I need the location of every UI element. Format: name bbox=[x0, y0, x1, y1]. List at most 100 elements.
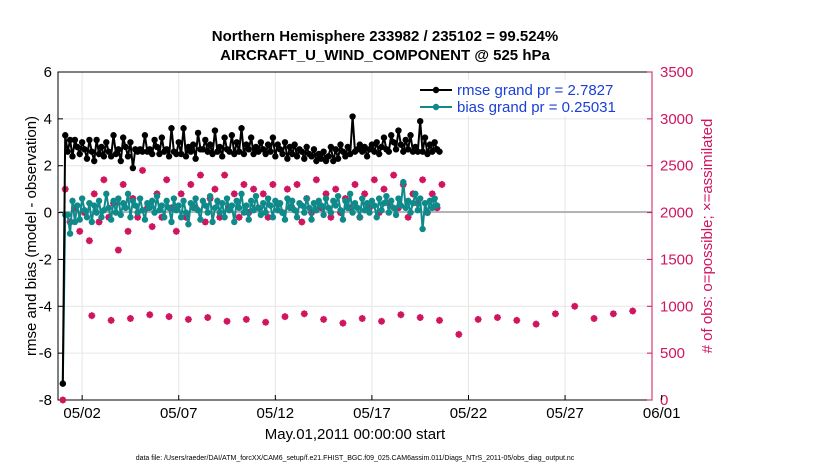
rmse-point bbox=[163, 146, 170, 153]
rmse-point bbox=[264, 141, 272, 148]
obs-possible-point-low bbox=[436, 316, 444, 324]
bias-point bbox=[245, 216, 252, 223]
rmse-point bbox=[317, 155, 325, 162]
bias-point bbox=[218, 200, 226, 207]
rmse-point bbox=[301, 155, 308, 162]
bias-point bbox=[95, 197, 103, 205]
rmse-point bbox=[250, 150, 257, 158]
y-axis-label: rmse and bias (model - observation) bbox=[23, 116, 40, 356]
bias-point bbox=[366, 209, 373, 216]
bias-point bbox=[151, 209, 158, 216]
obs-marker-ring bbox=[148, 223, 156, 230]
obs-marker-ring bbox=[250, 185, 257, 193]
obs-marker-ring bbox=[59, 396, 67, 404]
rmse-point bbox=[71, 136, 79, 144]
bias-point bbox=[409, 200, 417, 207]
bias-point bbox=[317, 202, 325, 209]
rmse-point bbox=[407, 132, 414, 139]
obs-marker-ring bbox=[173, 228, 180, 235]
rmse-point bbox=[216, 143, 223, 151]
y-right-tick-label: 0 bbox=[660, 392, 668, 409]
rmse-point bbox=[107, 153, 115, 160]
bias-point bbox=[404, 197, 412, 205]
rmse-point bbox=[395, 127, 402, 134]
bias-point bbox=[223, 195, 231, 202]
rmse-point bbox=[81, 146, 88, 153]
rmse-point bbox=[228, 132, 236, 139]
bias-point bbox=[298, 202, 306, 209]
rmse-point bbox=[156, 150, 163, 158]
rmse-point bbox=[129, 164, 137, 172]
bias-point bbox=[66, 230, 74, 237]
rmse-point bbox=[330, 157, 337, 165]
legend-bias-marker bbox=[432, 103, 440, 111]
bias-point bbox=[209, 218, 216, 226]
obs-marker-ring bbox=[240, 181, 248, 188]
obs-possible-point bbox=[85, 237, 93, 245]
rmse-point bbox=[119, 134, 127, 141]
rmse-point bbox=[349, 113, 356, 120]
rmse-point bbox=[76, 150, 83, 158]
bias-point bbox=[250, 207, 257, 214]
bias-point bbox=[363, 200, 371, 207]
rmse-point bbox=[267, 148, 274, 155]
bias-point bbox=[359, 195, 366, 202]
bias-point bbox=[148, 197, 156, 205]
obs-marker-ring bbox=[146, 311, 153, 318]
rmse-point bbox=[272, 153, 279, 160]
bias-point bbox=[177, 214, 185, 221]
bias-point bbox=[78, 195, 86, 202]
obs-marker-ring bbox=[380, 185, 388, 193]
rmse-point bbox=[233, 139, 240, 146]
rmse-point bbox=[388, 132, 395, 139]
bias-point bbox=[354, 204, 361, 212]
obs-marker-ring bbox=[260, 190, 267, 198]
bias-point bbox=[141, 216, 149, 223]
bias-point bbox=[235, 204, 243, 212]
y-tick-label: 6 bbox=[44, 64, 52, 81]
bias-point bbox=[81, 207, 88, 214]
bias-point bbox=[433, 202, 441, 209]
obs-marker-ring bbox=[351, 181, 359, 188]
bias-point bbox=[136, 195, 144, 202]
bias-point bbox=[117, 211, 124, 219]
obs-possible-point-low bbox=[165, 313, 173, 321]
bias-point bbox=[414, 207, 421, 214]
obs-marker-ring bbox=[231, 190, 238, 198]
rmse-point bbox=[151, 136, 158, 144]
obs-marker-ring bbox=[397, 311, 405, 318]
bias-point bbox=[122, 204, 129, 212]
rmse-point bbox=[313, 157, 320, 165]
obs-possible-point bbox=[211, 185, 219, 193]
rmse-point bbox=[293, 153, 301, 160]
bias-point bbox=[69, 197, 76, 205]
obs-marker-ring bbox=[177, 190, 185, 198]
obs-marker-ring bbox=[590, 315, 598, 322]
rmse-point bbox=[204, 148, 211, 155]
obs-possible-point bbox=[298, 218, 306, 226]
obs-marker-ring bbox=[378, 318, 385, 325]
bias-point bbox=[153, 192, 161, 200]
obs-possible-point-low bbox=[358, 314, 366, 322]
bias-point bbox=[71, 218, 79, 226]
bias-point bbox=[134, 209, 141, 216]
bias-point bbox=[202, 202, 209, 209]
rmse-point bbox=[421, 134, 429, 141]
bias-point bbox=[291, 207, 298, 214]
rmse-point bbox=[165, 153, 173, 160]
obs-marker-ring bbox=[301, 310, 308, 317]
obs-marker-ring bbox=[197, 171, 204, 179]
x-tick-label: 05/02 bbox=[63, 405, 101, 422]
y-tick-label: -8 bbox=[39, 392, 52, 409]
obs-marker-ring bbox=[88, 312, 96, 319]
obs-possible-point bbox=[196, 171, 204, 179]
bias-point bbox=[98, 214, 105, 221]
obs-possible-point bbox=[259, 190, 267, 198]
bias-series bbox=[59, 178, 441, 387]
bias-point bbox=[419, 225, 426, 233]
obs-marker-ring bbox=[269, 181, 277, 188]
obs-possible-point bbox=[100, 176, 108, 184]
bias-point bbox=[194, 207, 202, 214]
bias-point bbox=[390, 204, 397, 212]
rmse-point bbox=[431, 139, 438, 146]
